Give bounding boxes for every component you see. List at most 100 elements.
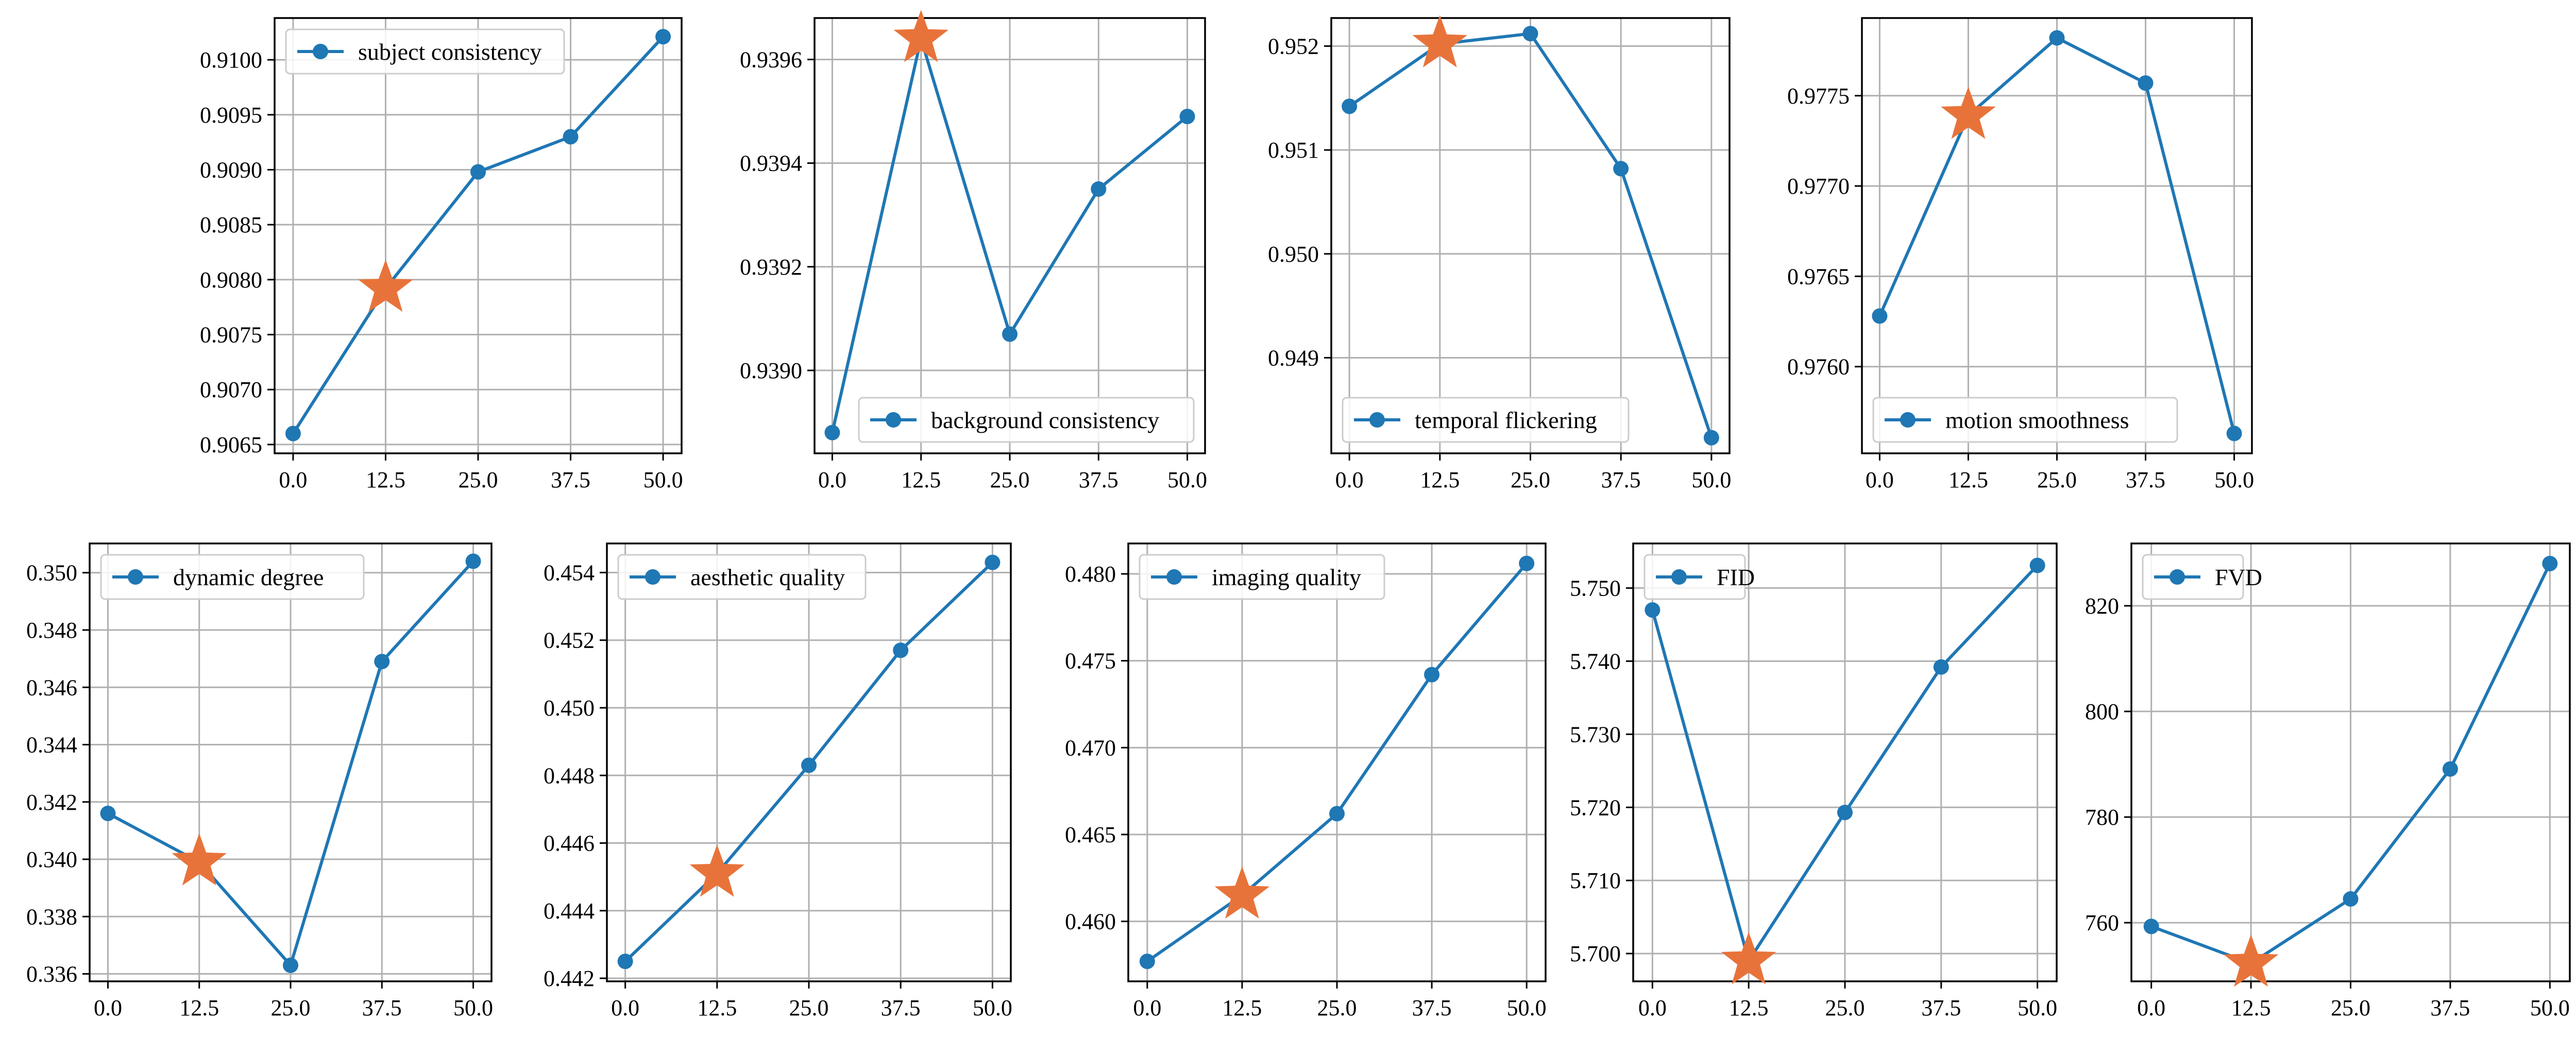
y-tick-label: 0.448 (544, 763, 595, 788)
y-tick-label: 0.950 (1268, 242, 1319, 267)
data-point (285, 426, 301, 441)
y-tick-label: 5.700 (1570, 941, 1621, 966)
x-tick-label: 12.5 (1948, 467, 1988, 492)
data-point (465, 553, 481, 569)
y-tick-label: 760 (2085, 910, 2119, 935)
legend: temporal flickering (1342, 397, 1630, 443)
x-tick-label: 0.0 (94, 995, 122, 1020)
y-tick-label: 0.9095 (200, 103, 262, 128)
x-tick-label: 12.5 (1729, 995, 1769, 1020)
x-tick-label: 25.0 (2037, 467, 2077, 492)
y-tick-label: 0.951 (1268, 138, 1319, 163)
highlight-star (1214, 866, 1270, 919)
x-tick-label: 0.0 (1866, 467, 1894, 492)
y-tick-label: 0.9070 (200, 377, 262, 402)
data-point (1424, 667, 1440, 683)
legend-label: aesthetic quality (690, 564, 845, 590)
x-tick-label: 0.0 (279, 467, 307, 492)
data-point (1519, 555, 1535, 571)
x-tick-label: 0.0 (611, 995, 639, 1020)
chart-7: 0.0 12.5 25.0 37.5 50.0 0.460 0.465 0.470 0.475 0… (1065, 542, 1547, 1020)
x-tick-label: 37.5 (551, 467, 590, 492)
y-tick-label: 0.460 (1065, 909, 1116, 934)
highlight-star (893, 10, 948, 62)
x-tick-label: 25.0 (2331, 995, 2370, 1020)
y-tick-label: 0.475 (1065, 649, 1116, 674)
legend: subject consistency (285, 28, 565, 75)
data-point (2138, 75, 2154, 91)
y-tick-label: 5.740 (1570, 649, 1621, 674)
x-tick-label: 37.5 (2126, 467, 2165, 492)
legend: FVD (2142, 554, 2262, 600)
data-point (100, 806, 116, 822)
data-point (2343, 891, 2359, 907)
legend-marker (128, 569, 143, 585)
x-tick-label: 0.0 (2137, 995, 2165, 1020)
legend-box (1342, 397, 1630, 443)
data-point (2049, 30, 2065, 46)
legend-label: background consistency (931, 407, 1159, 433)
y-tick-label: 820 (2085, 593, 2119, 619)
y-tick-label: 0.9085 (200, 212, 262, 237)
x-tick-label: 12.5 (179, 995, 219, 1020)
y-tick-label: 0.9075 (200, 322, 262, 348)
legend: motion smoothness (1872, 397, 2178, 443)
legend-marker (1166, 569, 1182, 585)
data-point (1703, 430, 1719, 446)
data-point (985, 554, 1001, 570)
x-tick-label: 25.0 (1825, 995, 1865, 1020)
y-tick-label: 0.465 (1065, 822, 1116, 847)
data-point (1179, 109, 1195, 125)
x-tick-label: 50.0 (2530, 995, 2570, 1020)
y-tick-label: 0.9065 (200, 432, 262, 457)
y-tick-label: 0.9100 (200, 47, 262, 73)
y-tick-label: 0.344 (26, 733, 77, 758)
data-point (1522, 26, 1538, 42)
data-point (1329, 806, 1345, 822)
y-tick-label: 0.348 (26, 618, 77, 643)
legend-label: subject consistency (358, 39, 541, 65)
x-tick-label: 50.0 (2018, 995, 2057, 1020)
data-point (2542, 555, 2558, 571)
y-tick-label: 5.750 (1570, 576, 1621, 601)
x-tick-label: 0.0 (1335, 467, 1364, 492)
y-tick-label: 0.9770 (1787, 174, 1850, 199)
y-tick-label: 5.710 (1570, 868, 1621, 893)
data-point (1139, 954, 1155, 969)
y-tick-label: 0.470 (1065, 735, 1116, 760)
legend: dynamic degree (100, 554, 365, 600)
y-tick-label: 0.444 (544, 898, 595, 924)
legend: FID (1643, 554, 1755, 600)
legend-marker (313, 44, 328, 59)
y-tick-label: 0.342 (26, 790, 77, 815)
highlight-star (1721, 932, 1776, 984)
y-tick-label: 0.952 (1268, 33, 1319, 59)
data-point (1613, 161, 1629, 177)
x-tick-label: 37.5 (1601, 467, 1641, 492)
y-tick-label: 0.9396 (740, 47, 802, 72)
y-tick-label: 800 (2085, 699, 2119, 724)
y-tick-label: 0.346 (26, 675, 77, 700)
x-tick-label: 25.0 (1511, 467, 1550, 492)
y-tick-label: 780 (2085, 805, 2119, 830)
y-tick-label: 5.720 (1570, 795, 1621, 820)
x-tick-label: 12.5 (366, 467, 405, 492)
chart-2: 0.0 12.5 25.0 37.5 50.0 0.9390 0.9392 0.9394 0.9… (740, 10, 1207, 492)
y-tick-label: 0.442 (544, 966, 595, 991)
legend-label: temporal flickering (1415, 407, 1597, 433)
legend-label: FVD (2215, 564, 2262, 590)
data-point (2143, 918, 2159, 934)
y-tick-label: 0.9090 (200, 157, 262, 182)
y-tick-label: 5.730 (1570, 722, 1621, 747)
x-tick-label: 37.5 (362, 995, 402, 1020)
chart-4: 0.0 12.5 25.0 37.5 50.0 0.9760 0.9765 0.9770 0.9… (1787, 17, 2254, 492)
chart-1: 0.0 12.5 25.0 37.5 50.0 0.9065 0.9070 0.9075 0.9… (200, 17, 683, 492)
x-tick-label: 12.5 (1222, 995, 1262, 1020)
data-point (2226, 426, 2242, 441)
data-point (2029, 557, 2045, 573)
data-point (1872, 308, 1888, 324)
y-tick-label: 0.454 (544, 560, 595, 585)
legend-label: motion smoothness (1945, 407, 2129, 433)
x-tick-label: 25.0 (271, 995, 311, 1020)
data-point (824, 424, 840, 440)
